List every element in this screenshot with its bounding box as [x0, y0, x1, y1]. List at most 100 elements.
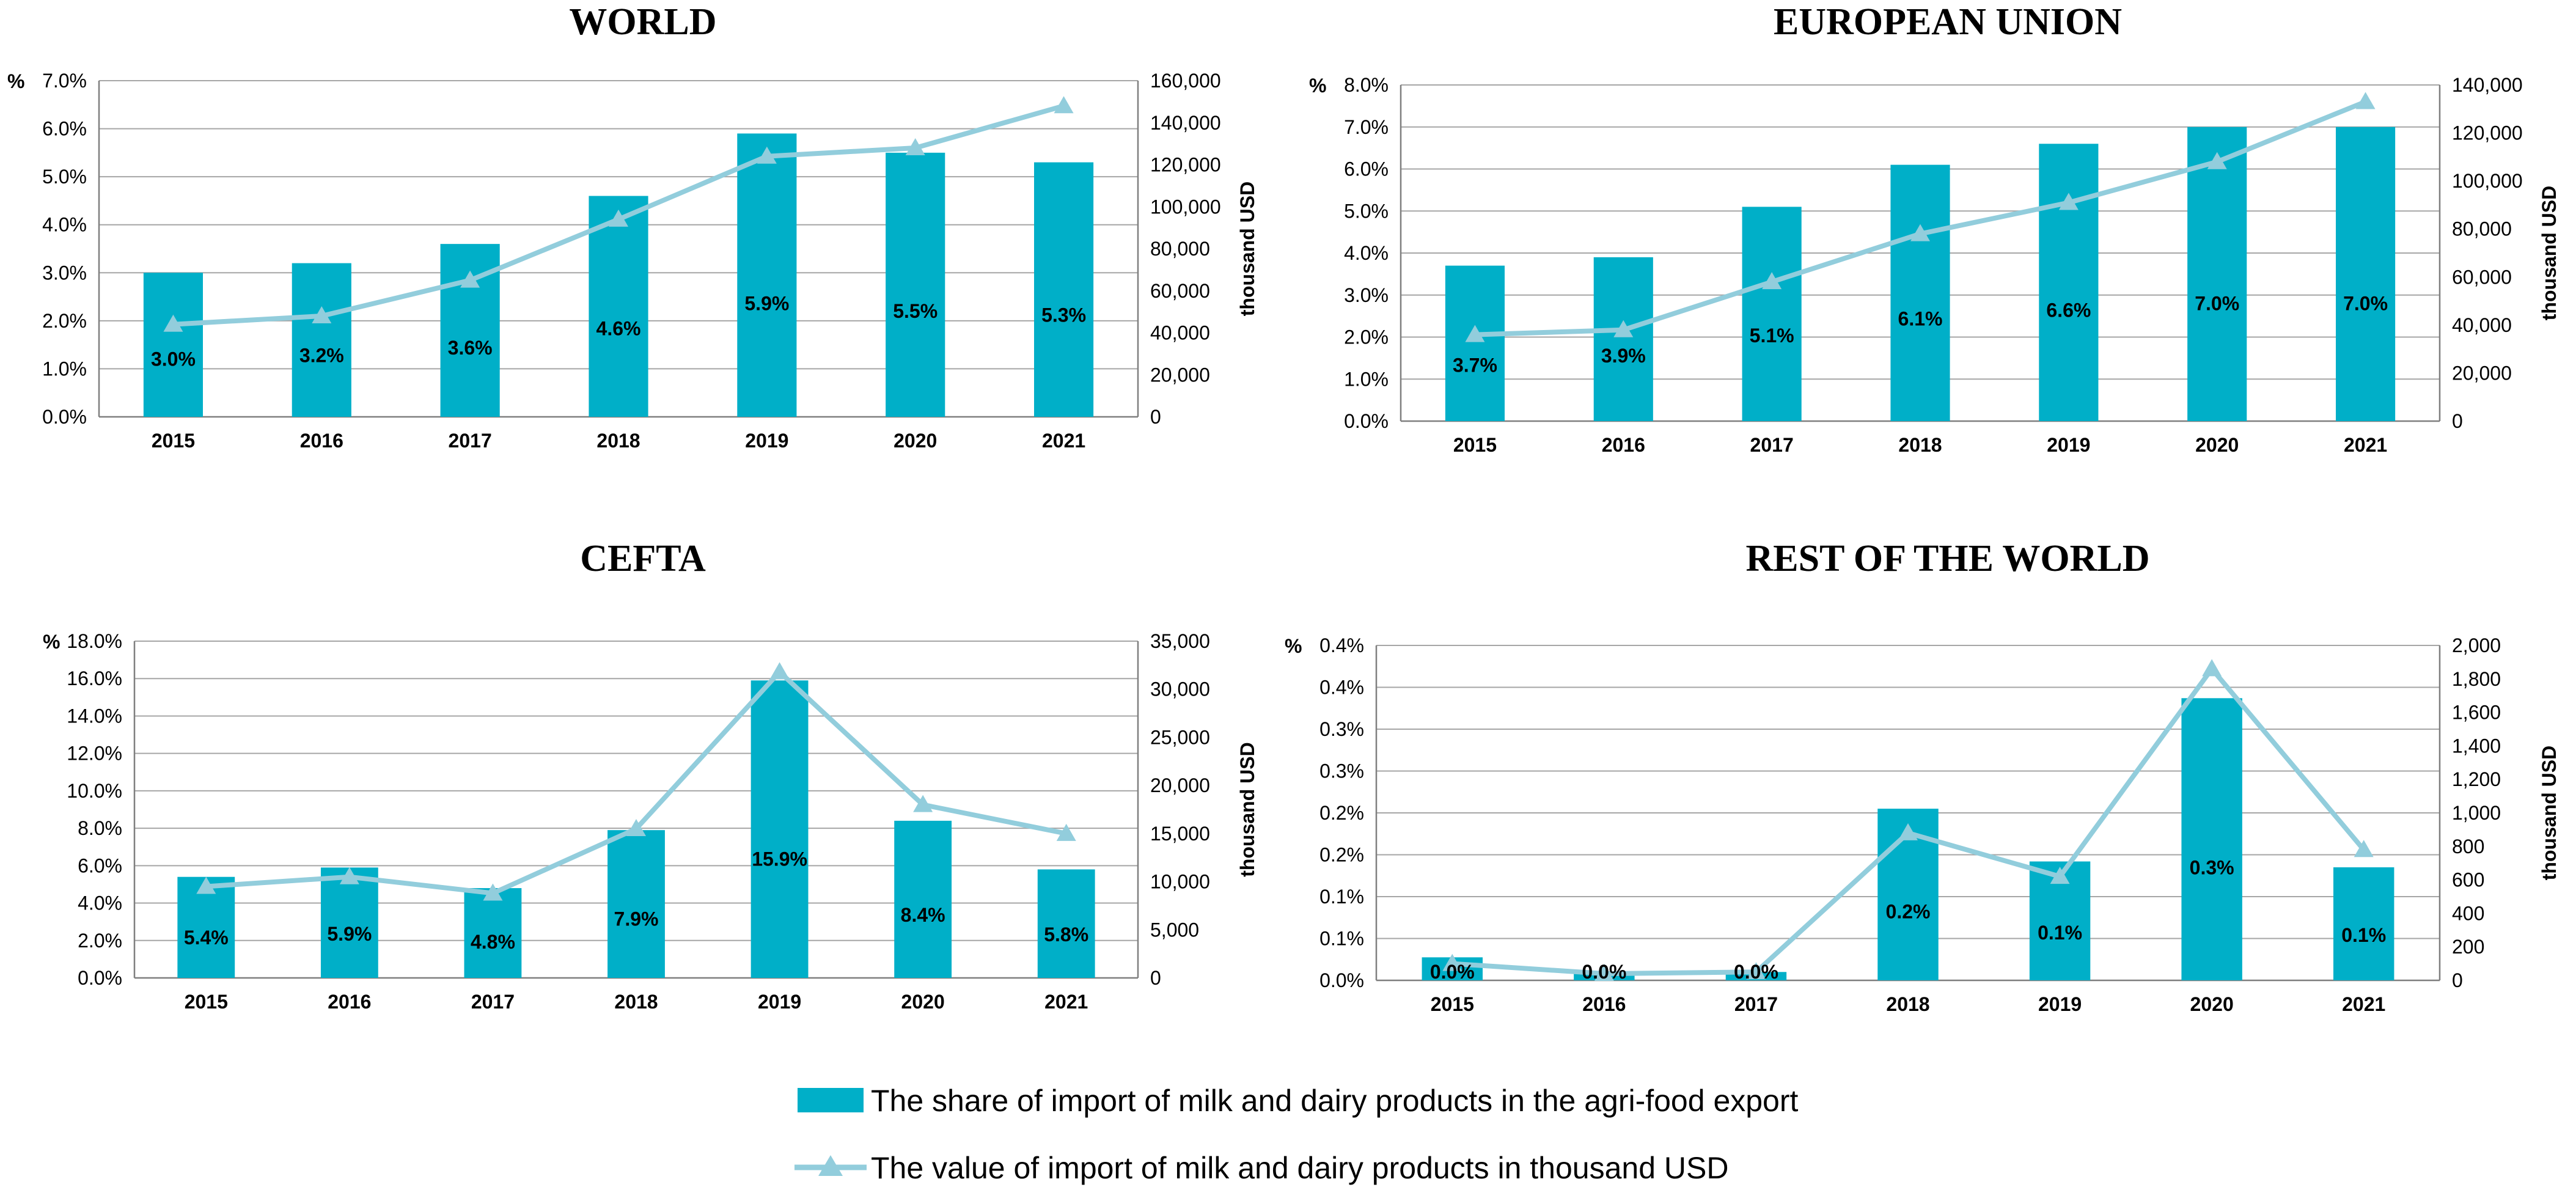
x-tick: 2019 — [2038, 993, 2082, 1015]
x-tick: 2020 — [894, 430, 937, 452]
y-tick-right: 10,000 — [1150, 871, 1210, 893]
bar — [464, 888, 522, 978]
x-tick: 2018 — [1898, 434, 1942, 456]
y-tick-left: 0.0% — [42, 406, 87, 428]
legend-bar-swatch — [798, 1088, 864, 1112]
y-tick-left: 0.4% — [1319, 634, 1364, 656]
line-point-marker — [913, 795, 933, 812]
data-label: 4.8% — [471, 931, 515, 953]
y-tick-left: 0.4% — [1319, 677, 1364, 699]
data-label: 3.6% — [448, 337, 493, 359]
y-tick-right: 200 — [2452, 936, 2484, 958]
line-point-marker — [483, 883, 503, 901]
line-point-marker — [2058, 193, 2079, 210]
line-point-marker — [312, 306, 332, 323]
y-tick-left: 6.0% — [78, 854, 122, 876]
x-tick: 2021 — [1044, 991, 1088, 1013]
x-tick: 2020 — [901, 991, 945, 1013]
y-tick-left: 8.0% — [78, 817, 122, 839]
y-tick-left: 5.0% — [42, 166, 87, 188]
line-point-marker — [1056, 823, 1076, 841]
data-label: 0.0% — [1430, 961, 1475, 983]
x-tick: 2021 — [2342, 993, 2385, 1015]
x-tick: 2017 — [1734, 993, 1778, 1015]
y-tick-left: 4.0% — [42, 214, 87, 236]
y-tick-left: 3.0% — [1344, 284, 1389, 306]
y-tick-left: 6.0% — [42, 118, 87, 140]
line-point-marker — [769, 662, 790, 680]
data-label: 5.1% — [1750, 325, 1794, 347]
bar — [2039, 144, 2099, 421]
y-tick-left: 4.0% — [1344, 242, 1389, 264]
y-tick-right: 30,000 — [1150, 678, 1210, 700]
y-tick-right: 25,000 — [1150, 726, 1210, 748]
data-label: 3.7% — [1453, 354, 1497, 376]
line-point-marker — [757, 146, 777, 164]
x-tick: 2017 — [471, 991, 515, 1013]
y-tick-right: 100,000 — [2452, 170, 2523, 192]
y-tick-left: 2.0% — [42, 310, 87, 332]
data-label: 5.9% — [327, 923, 372, 945]
y-tick-left: 8.0% — [1344, 74, 1389, 96]
y-tick-right: 1,000 — [2452, 802, 2501, 824]
y-tick-left: 16.0% — [67, 667, 122, 689]
y-axis-left-label: % — [1285, 635, 1302, 657]
data-label: 0.1% — [2038, 922, 2082, 944]
line-point-marker — [2050, 867, 2070, 884]
y-tick-left: 18.0% — [67, 630, 122, 652]
y-tick-right: 400 — [2452, 902, 2484, 924]
data-label: 0.0% — [1582, 961, 1626, 983]
legend-line-label: The value of import of milk and dairy pr… — [871, 1151, 1728, 1185]
x-tick: 2018 — [1886, 993, 1929, 1015]
x-tick: 2019 — [2047, 434, 2090, 456]
y-axis-right-label: thousand USD — [1236, 742, 1258, 876]
legend-bar-label: The share of import of milk and dairy pr… — [871, 1084, 1799, 1118]
y-tick-right: 120,000 — [1150, 154, 1221, 176]
line-point-marker — [626, 818, 646, 836]
line-point-marker — [163, 314, 183, 332]
y-tick-right: 600 — [2452, 869, 2484, 891]
data-label: 0.0% — [1734, 961, 1778, 983]
line-point-marker — [1762, 272, 1782, 290]
y-tick-left: 5.0% — [1344, 200, 1389, 222]
bar — [1037, 869, 1095, 978]
y-tick-right: 20,000 — [1150, 364, 1210, 386]
data-label: 5.4% — [184, 927, 229, 949]
x-tick: 2015 — [152, 430, 195, 452]
y-tick-right: 800 — [2452, 836, 2484, 858]
y-tick-left: 7.0% — [1344, 116, 1389, 138]
y-tick-left: 2.0% — [78, 930, 122, 952]
line-point-marker — [905, 138, 925, 155]
legend-line-marker-icon — [818, 1155, 843, 1176]
bar — [737, 133, 797, 417]
y-tick-right: 20,000 — [2452, 362, 2512, 384]
data-label: 5.3% — [1041, 304, 1086, 326]
x-tick: 2015 — [1431, 993, 1474, 1015]
y-tick-right: 1,600 — [2452, 702, 2501, 724]
line-point-marker — [609, 209, 628, 227]
line-point-marker — [1746, 962, 1766, 980]
y-tick-right: 15,000 — [1150, 823, 1210, 845]
y-tick-left: 14.0% — [67, 705, 122, 727]
y-tick-left: 12.0% — [67, 743, 122, 765]
data-label: 3.9% — [1601, 345, 1646, 367]
data-label: 5.8% — [1044, 924, 1088, 946]
line-point-marker — [1898, 823, 1918, 840]
x-tick: 2017 — [1750, 434, 1794, 456]
data-label: 15.9% — [752, 848, 807, 870]
y-tick-right: 1,400 — [2452, 735, 2501, 757]
y-axis-right-label: thousand USD — [1236, 182, 1258, 316]
data-label: 3.0% — [151, 348, 196, 370]
y-tick-right: 0 — [1150, 967, 1161, 989]
y-tick-left: 0.2% — [1319, 844, 1364, 866]
y-tick-right: 40,000 — [1150, 322, 1210, 344]
x-tick: 2015 — [185, 991, 228, 1013]
x-tick: 2016 — [300, 430, 343, 452]
y-tick-left: 7.0% — [42, 70, 87, 92]
data-label: 7.9% — [614, 908, 659, 930]
chart-title: REST OF THE WORLD — [1746, 538, 2150, 579]
y-tick-left: 0.1% — [1319, 928, 1364, 950]
y-tick-left: 6.0% — [1344, 158, 1389, 180]
bar — [1593, 257, 1653, 421]
